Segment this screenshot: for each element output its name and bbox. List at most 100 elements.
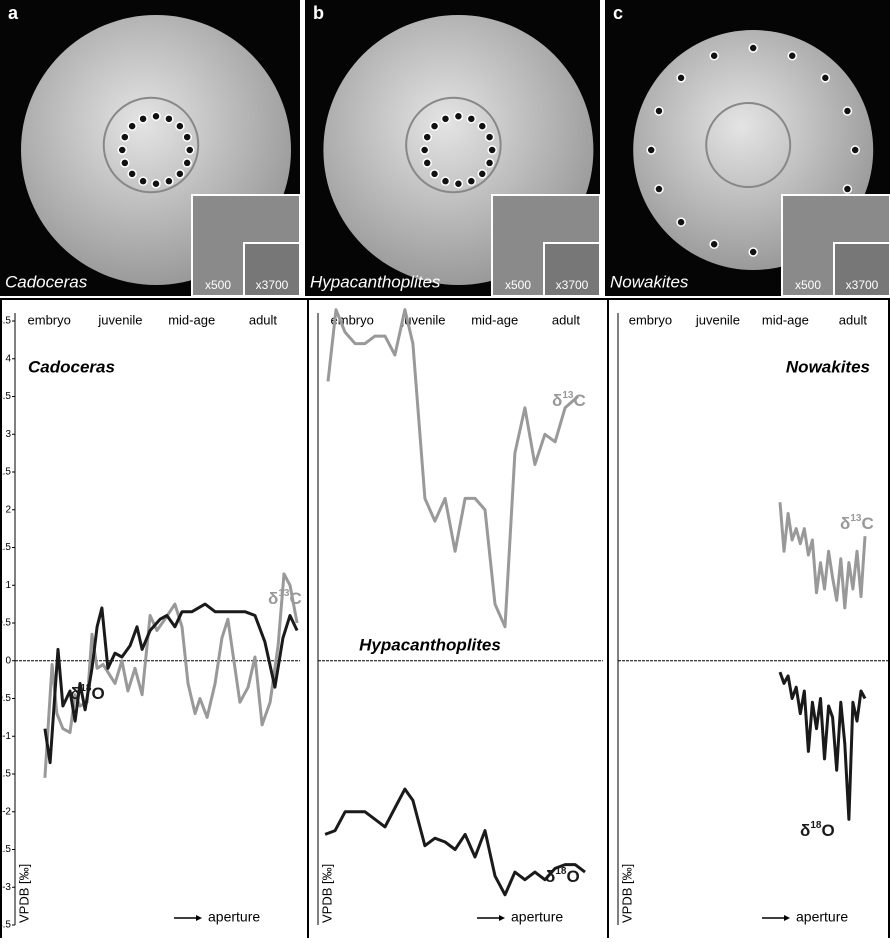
sample-spot — [121, 159, 129, 167]
panel-letter: b — [313, 3, 324, 23]
stage-label: embryo — [28, 312, 71, 327]
series-label-part: C — [573, 391, 585, 410]
y-tick-label: 4.5 — [0, 316, 11, 327]
sample-spot — [467, 115, 475, 123]
y-axis-label: VPDB [‰] — [619, 864, 634, 923]
panel-letter: c — [613, 3, 623, 23]
sample-spot — [165, 177, 173, 185]
y-tick-label: -0.5 — [0, 693, 11, 704]
sample-spot — [843, 107, 851, 115]
panel-letter: a — [8, 3, 19, 23]
series-label-sup: 18 — [80, 683, 92, 694]
sample-spot — [478, 122, 486, 130]
series-label-part: δ — [840, 514, 850, 533]
sample-spot — [677, 74, 685, 82]
sample-spot — [655, 107, 663, 115]
magnification: x500 — [205, 278, 231, 292]
y-tick-label: -2 — [2, 806, 11, 817]
magnification: x500 — [505, 278, 531, 292]
sample-spot — [152, 112, 160, 120]
stage-label: embryo — [629, 312, 672, 327]
y-tick-label: -2.5 — [0, 844, 11, 855]
sample-spot — [118, 146, 126, 154]
series-label-part: O — [566, 867, 579, 886]
series-label-part: δ — [545, 867, 555, 886]
series-label-sup: 18 — [810, 820, 822, 831]
sample-spot — [441, 115, 449, 123]
sample-spot — [749, 44, 757, 52]
series-label-part: δ — [552, 391, 562, 410]
sample-spot — [710, 240, 718, 248]
sample-spot — [655, 185, 663, 193]
stage-label: juvenile — [695, 312, 740, 327]
y-axis-label: VPDB [‰] — [319, 864, 334, 923]
series-label-sup: 18 — [555, 866, 567, 877]
sample-spot — [183, 133, 191, 141]
magnification: x500 — [795, 278, 821, 292]
sample-spot — [128, 122, 136, 130]
sample-spot — [139, 115, 147, 123]
sample-spot — [454, 112, 462, 120]
photo-genus: Hypacanthoplites — [310, 272, 441, 291]
photo-genus: Nowakites — [610, 272, 689, 291]
photo-genus: Cadoceras — [5, 272, 88, 291]
y-tick-label: 0 — [5, 655, 11, 666]
y-tick-label: -3.5 — [0, 920, 11, 931]
sample-spot — [152, 180, 160, 188]
stage-label: mid-age — [762, 312, 809, 327]
sample-spot — [467, 177, 475, 185]
series-label-part: C — [289, 589, 301, 608]
stage-label: mid-age — [168, 312, 215, 327]
sample-spot — [749, 248, 757, 256]
stage-label: mid-age — [471, 312, 518, 327]
sample-spot — [454, 180, 462, 188]
sample-spot — [647, 146, 655, 154]
sample-spot — [851, 146, 859, 154]
sample-spot — [421, 146, 429, 154]
sample-spot — [486, 159, 494, 167]
y-tick-label: 1 — [5, 580, 11, 591]
sample-spot — [788, 52, 796, 60]
sample-spot — [821, 74, 829, 82]
chart-title: Cadoceras — [28, 357, 115, 376]
chart-title: Hypacanthoplites — [359, 635, 501, 654]
sample-spot — [478, 170, 486, 178]
sample-spot — [488, 146, 496, 154]
stage-label: adult — [249, 312, 278, 327]
sample-spot — [121, 133, 129, 141]
series-label-part: O — [91, 684, 104, 703]
sample-spot — [431, 122, 439, 130]
series-label-sup: 13 — [850, 513, 862, 524]
sample-spot — [677, 218, 685, 226]
magnification: x3700 — [846, 278, 879, 292]
sample-spot — [128, 170, 136, 178]
sample-spot — [710, 52, 718, 60]
series-label-part: C — [861, 514, 873, 533]
sample-spot — [486, 133, 494, 141]
x-axis-label: aperture — [208, 909, 260, 925]
magnification: x3700 — [256, 278, 289, 292]
stage-label: adult — [839, 312, 868, 327]
sample-spot — [176, 122, 184, 130]
x-axis-label: aperture — [796, 909, 848, 925]
sample-spot — [423, 133, 431, 141]
y-axis-label: VPDB [‰] — [16, 864, 31, 923]
x-axis-label: aperture — [511, 909, 563, 925]
series-label-part: δ — [800, 821, 810, 840]
y-tick-label: 3.5 — [0, 391, 11, 402]
series-label-sup: 13 — [562, 390, 574, 401]
sample-spot — [165, 115, 173, 123]
y-tick-label: 3 — [5, 429, 11, 440]
sample-spot — [186, 146, 194, 154]
series-label-part: δ — [268, 589, 278, 608]
stage-label: adult — [552, 312, 581, 327]
y-tick-label: 0.5 — [0, 618, 11, 629]
chart-title: Nowakites — [786, 357, 870, 376]
y-tick-label: -1.5 — [0, 769, 11, 780]
sample-spot — [139, 177, 147, 185]
magnification: x3700 — [556, 278, 589, 292]
sample-spot — [183, 159, 191, 167]
y-tick-label: 1.5 — [0, 542, 11, 553]
y-tick-label: 2 — [5, 504, 11, 515]
sample-spot — [423, 159, 431, 167]
